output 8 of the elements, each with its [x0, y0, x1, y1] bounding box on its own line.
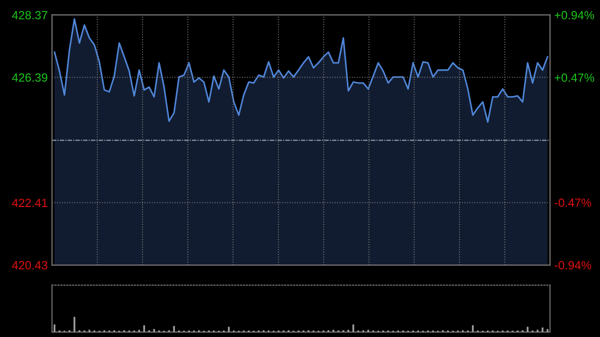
y-tick-label: 426.39: [12, 73, 48, 82]
y-tick-label: 420.43: [12, 261, 48, 270]
y2-tick-label: -0.47%: [554, 198, 592, 207]
y-tick-label: 428.37: [12, 10, 48, 20]
y-tick-label: 422.41: [12, 198, 48, 207]
y2-tick-label: +0.94%: [554, 10, 594, 20]
y2-tick-label: +0.47%: [554, 74, 594, 82]
y2-tick-label: -0.94%: [554, 261, 592, 270]
